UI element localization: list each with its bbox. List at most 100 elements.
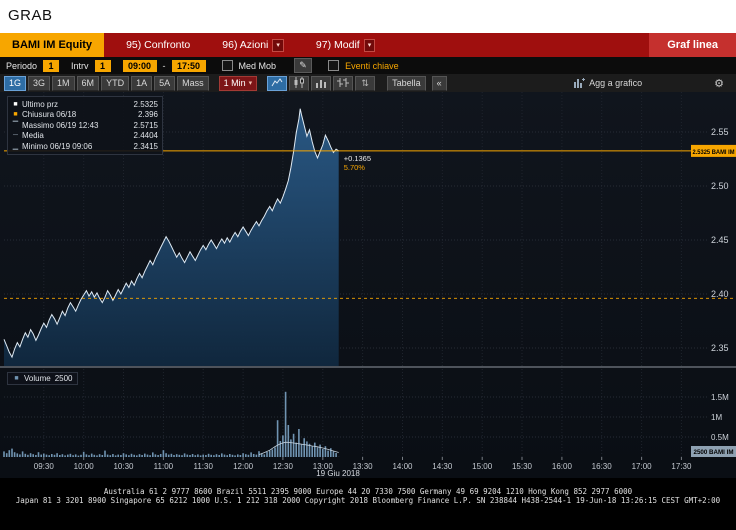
legend-value: 2.5325	[133, 99, 158, 109]
candlestick-type-button[interactable]	[289, 75, 310, 91]
parameter-row: Periodo 1 Intrv 1 09:00 - 17:50 Med Mob …	[0, 57, 736, 74]
svg-text:09:30: 09:30	[34, 462, 55, 471]
view-title: Graf linea	[649, 33, 736, 57]
footer-line2: Japan 81 3 3201 8900 Singapore 65 6212 1…	[15, 496, 721, 505]
tabella-button[interactable]: Tabella	[387, 75, 426, 91]
svg-text:15:30: 15:30	[512, 462, 533, 471]
legend-item-media: ─ Media 2.4404	[12, 131, 158, 142]
svg-text:11:30: 11:30	[193, 462, 213, 471]
med-mob-checkbox[interactable]	[221, 60, 233, 71]
grab-header: GRAB	[0, 0, 736, 33]
svg-text:12:00: 12:00	[233, 462, 254, 471]
svg-text:11:00: 11:00	[154, 462, 174, 471]
high-marker-icon: ▔	[12, 121, 19, 129]
periodo-label: Periodo	[6, 60, 38, 71]
legend-item-ultimo: ■ Ultimo prz 2.5325	[12, 99, 158, 110]
time-to-input[interactable]: 17:50	[171, 59, 206, 72]
time-range-dash: -	[162, 60, 166, 71]
eventi-chiave-checkbox[interactable]	[328, 60, 340, 71]
legend-label: Massimo 06/19 12:43	[22, 120, 99, 130]
svg-text:13:30: 13:30	[353, 462, 374, 471]
add-to-chart-button[interactable]: Agg a grafico	[570, 77, 646, 90]
svg-text:2.45: 2.45	[711, 235, 729, 245]
eventi-chiave-label: Eventi chiave	[345, 60, 399, 71]
range-tab-1g[interactable]: 1G	[4, 75, 27, 91]
range-tab-1a[interactable]: 1A	[131, 75, 153, 91]
line-chart-icon	[271, 77, 283, 90]
volume-legend: ■ Volume 2500	[7, 372, 79, 385]
time-from-input[interactable]: 09:00	[122, 59, 157, 72]
menu-azioni[interactable]: 96) Azioni ▾	[212, 33, 294, 57]
add-chart-icon	[574, 77, 586, 90]
avg-marker-icon: ─	[13, 132, 18, 140]
range-tab-ytd[interactable]: YTD	[101, 75, 130, 91]
line-chart-type-button[interactable]	[267, 75, 288, 91]
gear-icon: ⚙	[714, 77, 724, 90]
range-tab-5a[interactable]: 5A	[154, 75, 176, 91]
menu-azioni-label: 96) Azioni	[222, 39, 269, 51]
ohlc-type-button[interactable]	[333, 75, 354, 91]
add-to-chart-label: Agg a grafico	[589, 78, 643, 88]
annotate-button[interactable]: ✎	[294, 58, 313, 73]
mass-button[interactable]: Mass	[177, 75, 209, 91]
volume-legend-value: 2500	[54, 374, 73, 383]
security-field[interactable]: BAMI IM Equity	[0, 33, 105, 57]
intrv-input[interactable]: 1	[94, 59, 111, 72]
menu-modif-label: 97) Modif	[315, 39, 360, 51]
bar-chart-icon	[315, 77, 327, 90]
svg-text:14:30: 14:30	[432, 462, 453, 471]
chart-area[interactable]: 2.35 2.40 2.45 2.50 2.55 0.5M 1M 1.5M 09:30 10:00…	[0, 92, 736, 478]
chart-canvas[interactable]: 2.35 2.40 2.45 2.50 2.55 0.5M 1M 1.5M 09:30 10:00…	[0, 92, 736, 478]
settings-button[interactable]: ⚙	[714, 77, 724, 90]
interval-dropdown[interactable]: 1 Min ▾	[218, 75, 258, 91]
range-tab-6m[interactable]: 6M	[76, 75, 100, 91]
legend-item-massimo: ▔ Massimo 06/19 12:43 2.5715	[12, 120, 158, 131]
svg-text:2.5325 BAMI IM: 2.5325 BAMI IM	[693, 149, 735, 156]
svg-text:2.40: 2.40	[711, 289, 729, 299]
series-marker: ■	[13, 100, 18, 108]
legend-value: 2.5715	[133, 120, 158, 130]
legend-label: Media	[22, 131, 44, 141]
svg-text:2.55: 2.55	[711, 127, 729, 137]
range-tab-3g[interactable]: 3G	[28, 75, 51, 91]
svg-text:19 Giu 2018: 19 Giu 2018	[316, 469, 360, 478]
svg-text:17:00: 17:00	[632, 462, 653, 471]
periodo-input[interactable]: 1	[43, 59, 60, 72]
pencil-icon: ✎	[299, 60, 307, 70]
intrv-label: Intrv	[71, 60, 89, 71]
legend-label: Minimo 06/19 09:06	[22, 141, 93, 151]
sort-updown-button[interactable]: ⇅	[355, 75, 376, 91]
legend-item-minimo: ▁ Minimo 06/19 09:06 2.3415	[12, 141, 158, 152]
function-toolbar: BAMI IM Equity 95) Confronto 96) Azioni …	[0, 33, 736, 57]
svg-text:2.35: 2.35	[711, 343, 729, 353]
svg-text:5.70%: 5.70%	[344, 163, 366, 172]
menu-modif[interactable]: 97) Modif ▾	[306, 33, 385, 57]
svg-text:0.5M: 0.5M	[711, 433, 729, 442]
collapse-button[interactable]: «	[431, 75, 447, 91]
svg-text:16:00: 16:00	[552, 462, 573, 471]
footer-line1: Australia 61 2 9777 8600 Brazil 5511 239…	[103, 487, 633, 496]
chevron-down-icon[interactable]: ▾	[272, 38, 284, 52]
interval-label: 1 Min	[223, 78, 246, 88]
svg-text:1M: 1M	[711, 413, 722, 422]
legend-value: 2.3415	[133, 141, 158, 151]
legend-label: Ultimo prz	[22, 99, 59, 109]
med-mob-label: Med Mob	[238, 60, 277, 71]
series-marker: ■	[13, 111, 18, 119]
chevron-down-icon[interactable]: ▾	[363, 38, 376, 52]
svg-text:13:00: 13:00	[313, 462, 334, 471]
svg-text:12:30: 12:30	[273, 462, 294, 471]
volume-series-marker: ■	[14, 375, 19, 382]
ohlc-icon	[337, 77, 350, 90]
menu-confronto[interactable]: 95) Confronto	[116, 33, 200, 57]
updown-arrows-icon: ⇅	[361, 77, 369, 88]
page-title: GRAB	[8, 7, 53, 24]
bar-chart-type-button[interactable]	[311, 75, 332, 91]
low-marker-icon: ▁	[12, 142, 19, 150]
svg-text:14:00: 14:00	[392, 462, 413, 471]
svg-text:17:30: 17:30	[671, 462, 692, 471]
svg-text:10:30: 10:30	[113, 462, 134, 471]
range-tab-1m[interactable]: 1M	[52, 75, 75, 91]
menu-confronto-label: 95) Confronto	[126, 39, 191, 51]
